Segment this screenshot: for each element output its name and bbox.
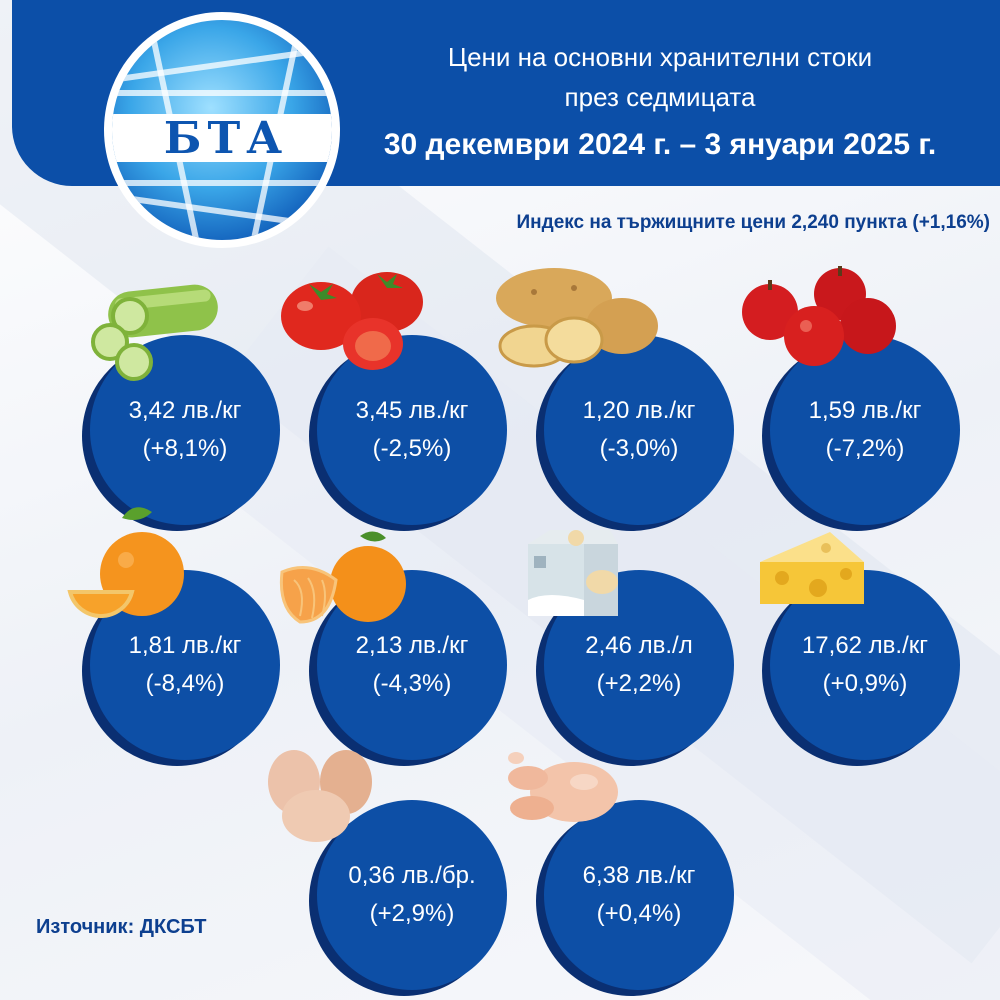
- price: 1,20 лв./кг: [582, 397, 696, 424]
- change: (-7,2%): [825, 435, 905, 462]
- change: (+2,9%): [369, 900, 455, 927]
- price-circle-tomato: 3,45 лв./кг (-2,5%): [317, 335, 507, 525]
- title-line-1: Цени на основни хранителни стоки: [447, 42, 873, 72]
- price: 3,42 лв./кг: [128, 397, 242, 424]
- price: 2,46 лв./л: [585, 632, 693, 659]
- change: (-8,4%): [145, 670, 225, 697]
- change: (-2,5%): [372, 435, 452, 462]
- bta-logo: БТА: [104, 12, 340, 248]
- orange-icon: [67, 507, 184, 619]
- change: (+0,4%): [596, 900, 682, 927]
- price-circle-chicken: 6,38 лв./кг (+0,4%): [544, 800, 734, 990]
- tomato-icon: [281, 272, 423, 370]
- price: 3,45 лв./кг: [355, 397, 469, 424]
- price: 1,59 лв./кг: [808, 397, 922, 424]
- chicken-icon: [508, 752, 618, 822]
- change: (-3,0%): [599, 435, 679, 462]
- milk-carton-icon: [528, 530, 618, 616]
- potato-icon: [496, 268, 658, 368]
- price-circle-eggs: 0,36 лв./бр. (+2,9%): [317, 800, 507, 990]
- logo-text: БТА: [163, 112, 289, 164]
- price: 6,38 лв./кг: [582, 862, 696, 889]
- change: (+8,1%): [142, 435, 228, 462]
- change: (+2,2%): [596, 670, 682, 697]
- eggs-icon: [268, 750, 372, 842]
- change: (+0,9%): [822, 670, 908, 697]
- price: 2,13 лв./кг: [355, 632, 469, 659]
- market-index: Индекс на тържищните цени 2,240 пункта (…: [516, 212, 991, 233]
- title-dates: 30 декември 2024 г. – 3 януари 2025 г.: [383, 128, 937, 161]
- price: 1,81 лв./кг: [128, 632, 242, 659]
- price-circle-potato: 1,20 лв./кг (-3,0%): [544, 335, 734, 525]
- price: 0,36 лв./бр.: [348, 862, 476, 889]
- apple-icon: [742, 266, 896, 366]
- price-circle-cucumber: 3,42 лв./кг (+8,1%): [90, 335, 280, 525]
- price-circle-apple: 1,59 лв./кг (-7,2%): [770, 335, 960, 525]
- price: 17,62 лв./кг: [801, 632, 929, 659]
- change: (-4,3%): [372, 670, 452, 697]
- title-line-2: през седмицата: [564, 82, 756, 112]
- tangerine-icon: [279, 531, 406, 624]
- source-note: Източник: ДКСБТ: [36, 916, 207, 938]
- cucumber-icon: [91, 284, 218, 381]
- cheese-icon: [760, 532, 864, 604]
